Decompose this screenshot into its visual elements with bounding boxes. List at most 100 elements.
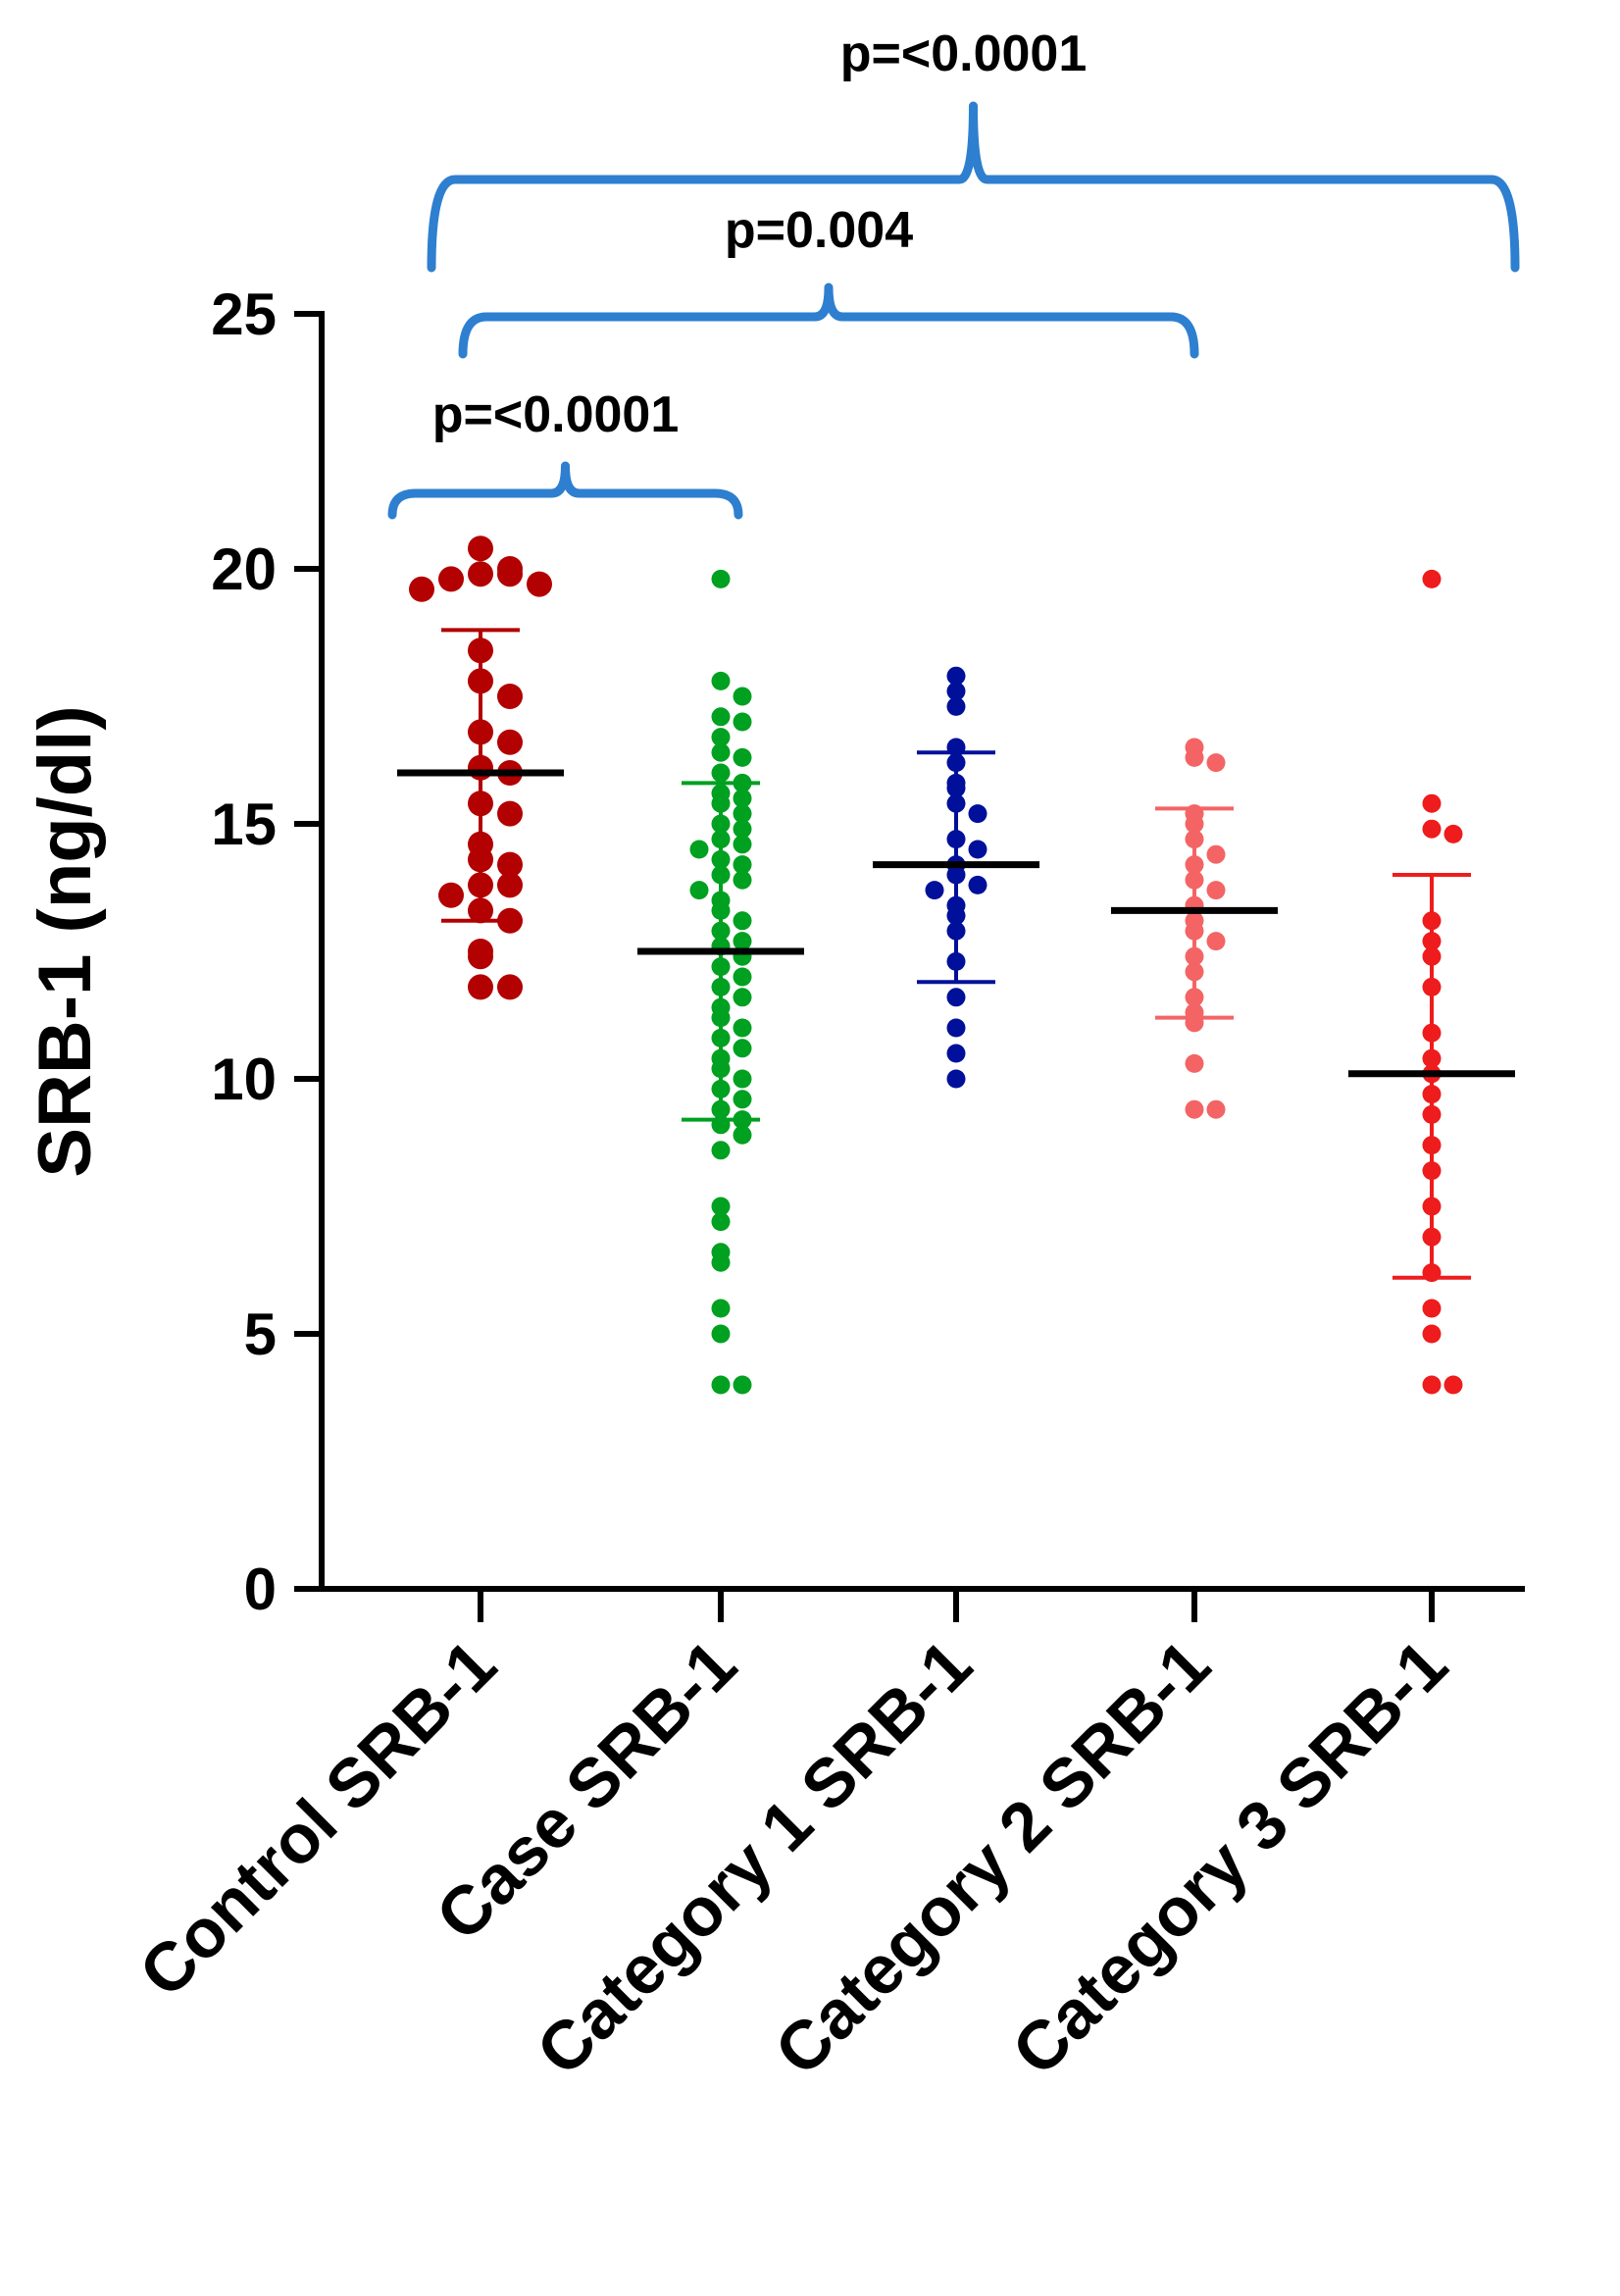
data-point bbox=[925, 881, 944, 900]
data-point bbox=[1185, 747, 1204, 767]
data-point bbox=[733, 1375, 752, 1395]
y-tick-label: 0 bbox=[244, 1556, 277, 1622]
data-point bbox=[968, 875, 987, 894]
data-point bbox=[1206, 753, 1226, 773]
data-point bbox=[438, 566, 464, 592]
data-point bbox=[1206, 881, 1226, 900]
y-axis-label: SRB-1 (ng/dl) bbox=[24, 705, 107, 1177]
data-point bbox=[1206, 932, 1226, 951]
data-point bbox=[711, 1324, 731, 1344]
data-point bbox=[1422, 569, 1442, 588]
data-point bbox=[1422, 819, 1442, 839]
significance-brackets: p=<0.0001 p=0.004 p=<0.0001 bbox=[387, 26, 1520, 520]
data-point bbox=[468, 561, 493, 587]
data-point bbox=[1206, 1099, 1226, 1119]
data-point bbox=[733, 1039, 752, 1058]
data-point bbox=[733, 712, 752, 732]
data-point bbox=[733, 804, 752, 824]
data-point bbox=[733, 747, 752, 767]
data-point bbox=[468, 974, 493, 1000]
y-axis-label-group: SRB-1 (ng/dl) bbox=[24, 705, 107, 1177]
data-point bbox=[1422, 1299, 1442, 1318]
data-point bbox=[946, 1018, 966, 1038]
p-value-label: p=0.004 bbox=[725, 202, 913, 259]
data-point bbox=[711, 671, 731, 690]
data-point bbox=[497, 729, 523, 755]
data-point bbox=[689, 881, 709, 900]
data-points bbox=[409, 536, 1463, 1395]
data-point bbox=[968, 840, 987, 859]
p-value-label: p=<0.0001 bbox=[432, 386, 680, 443]
p-value-label: p=<0.0001 bbox=[840, 26, 1088, 82]
data-point bbox=[711, 1141, 731, 1160]
data-point bbox=[733, 967, 752, 987]
data-point bbox=[946, 682, 966, 701]
data-point bbox=[733, 1069, 752, 1089]
data-point bbox=[733, 911, 752, 931]
data-point bbox=[497, 561, 523, 587]
data-point bbox=[1422, 793, 1442, 813]
data-point bbox=[409, 576, 434, 602]
data-point bbox=[527, 571, 552, 597]
data-point bbox=[497, 684, 523, 709]
data-point bbox=[946, 1044, 966, 1063]
data-point bbox=[497, 800, 523, 827]
x-tick-label: Control SRB-1 bbox=[125, 1625, 510, 2011]
data-point bbox=[733, 1090, 752, 1109]
data-point bbox=[497, 872, 523, 898]
data-point bbox=[1185, 1099, 1204, 1119]
data-point bbox=[1422, 1324, 1442, 1344]
x-tick-label: Category 2 SRB-1 bbox=[760, 1625, 1224, 2089]
data-point bbox=[1185, 1053, 1204, 1073]
data-point bbox=[946, 666, 966, 686]
error-bars bbox=[397, 628, 1515, 1280]
data-point bbox=[733, 855, 752, 875]
data-point bbox=[946, 696, 966, 716]
data-point bbox=[733, 1125, 752, 1145]
data-point bbox=[1443, 1375, 1463, 1395]
data-point bbox=[711, 728, 731, 747]
data-point bbox=[733, 835, 752, 854]
data-point bbox=[497, 851, 523, 878]
data-point bbox=[711, 1375, 731, 1395]
data-point bbox=[711, 763, 731, 783]
data-point bbox=[946, 988, 966, 1007]
data-point bbox=[468, 944, 493, 970]
data-point bbox=[438, 882, 464, 908]
data-point bbox=[946, 1069, 966, 1089]
data-point bbox=[711, 1252, 731, 1272]
data-point bbox=[1422, 1375, 1442, 1395]
data-point bbox=[711, 1299, 731, 1318]
data-point bbox=[733, 789, 752, 808]
data-point bbox=[711, 1197, 731, 1216]
data-point bbox=[497, 974, 523, 1000]
y-tick-label: 15 bbox=[211, 791, 277, 857]
x-tick-label: Category 1 SRB-1 bbox=[522, 1625, 986, 2089]
y-tick-label: 25 bbox=[211, 281, 277, 347]
data-point bbox=[733, 819, 752, 839]
data-point bbox=[733, 870, 752, 890]
y-tick-label: 5 bbox=[244, 1301, 277, 1367]
data-point bbox=[733, 932, 752, 951]
data-point bbox=[733, 1018, 752, 1038]
data-point bbox=[1206, 844, 1226, 864]
data-point bbox=[711, 569, 731, 588]
data-point bbox=[968, 804, 987, 824]
data-point bbox=[711, 707, 731, 727]
y-tick-label: 10 bbox=[211, 1046, 277, 1112]
axes: 0 5 10 15 20 25 bbox=[211, 281, 1525, 1622]
data-point bbox=[733, 988, 752, 1007]
data-point bbox=[733, 687, 752, 706]
data-point bbox=[711, 742, 731, 762]
data-point bbox=[711, 1212, 731, 1232]
data-point bbox=[689, 840, 709, 859]
significance-bracket bbox=[427, 101, 1520, 273]
data-point bbox=[1443, 824, 1463, 843]
x-tick-label: Category 3 SRB-1 bbox=[997, 1625, 1461, 2089]
significance-bracket bbox=[387, 461, 743, 520]
data-point bbox=[468, 536, 493, 562]
significance-bracket bbox=[458, 282, 1199, 359]
